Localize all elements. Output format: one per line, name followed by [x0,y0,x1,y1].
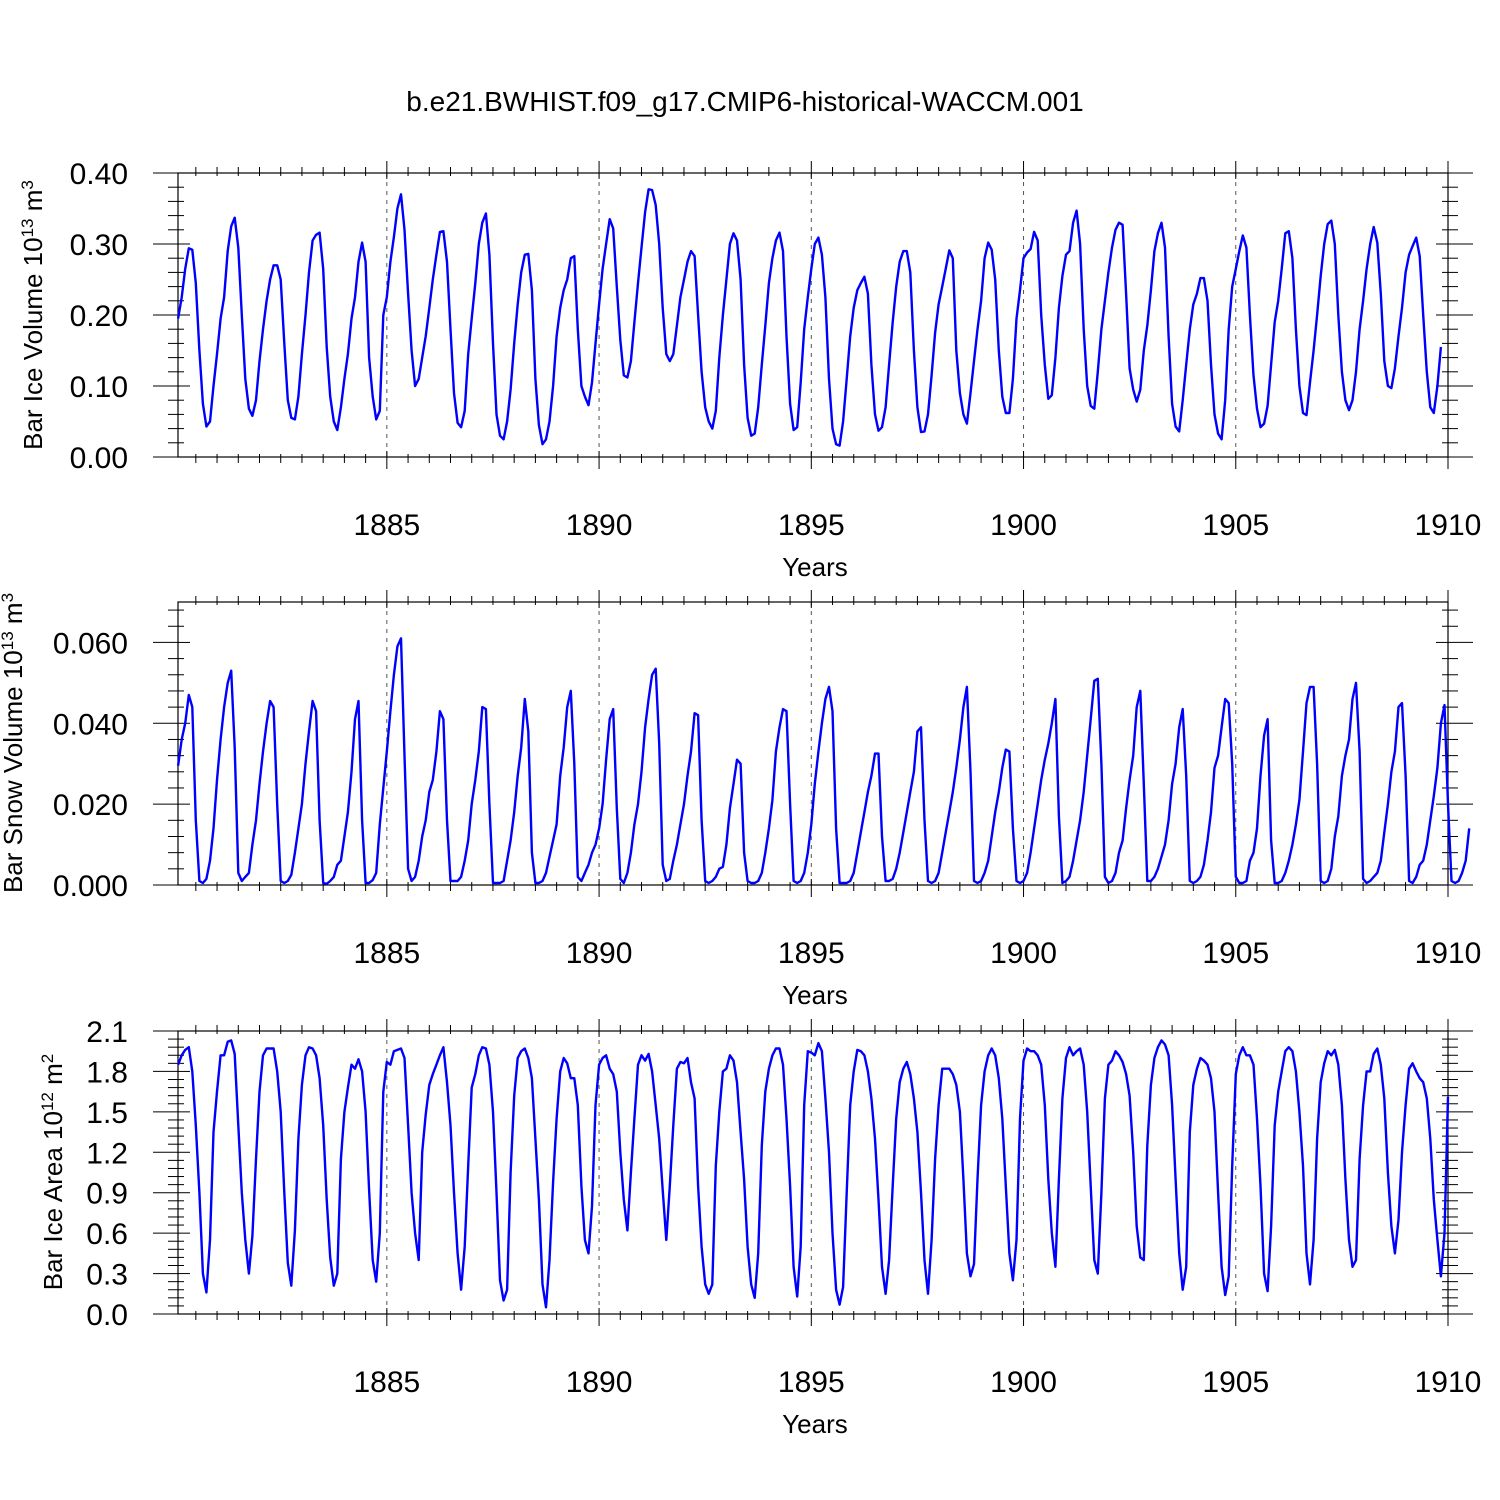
y-tick-label: 2.1 [86,1016,128,1049]
x-tick-label: 1895 [778,509,845,542]
x-tick-label: 1910 [1415,937,1482,970]
y-axis-label-text: m [38,1063,68,1092]
y-axis-label: Bar Ice Volume 1013 m3 [18,180,48,450]
series-line [176,637,1471,885]
y-tick-label: 0.9 [86,1178,128,1211]
y-tick-label: 0.0 [86,1299,128,1332]
y-axis-label: Bar Ice Area 1012 m2 [38,1054,68,1291]
y-tick-label: 1.2 [86,1137,128,1170]
y-axis-label-text: m [0,602,28,631]
x-tick-label: 1890 [566,509,633,542]
y-tick-label: 0.40 [70,158,128,191]
y-tick-label: 1.5 [86,1097,128,1130]
y-tick-label: 0.30 [70,229,128,262]
y-axis-label-text: m [18,190,48,219]
y-tick-label: 0.6 [86,1218,128,1251]
x-tick-label: 1900 [990,1366,1057,1399]
x-tick-label: 1895 [778,937,845,970]
y-axis-label-text: Bar Ice Volume 10 [18,237,48,449]
y-axis-label-superscript: 3 [0,593,17,602]
series-line [176,1039,1450,1309]
x-tick-label: 1895 [778,1366,845,1399]
x-tick-label: 1910 [1415,1366,1482,1399]
y-tick-label: 0.020 [53,789,128,822]
x-tick-label: 1910 [1415,509,1482,542]
y-axis-label: Bar Snow Volume 1013 m3 [0,593,28,893]
y-axis-label-superscript: 2 [38,1054,57,1063]
y-tick-label: 0.10 [70,371,128,404]
y-axis-label-superscript: 13 [18,218,37,237]
series-line [176,188,1443,447]
x-tick-label: 1905 [1202,937,1269,970]
x-axis-label: Years [782,1409,848,1439]
y-axis-label-text: Bar Ice Area 10 [38,1111,68,1290]
plot-frame [177,1030,1449,1315]
figure-title: b.e21.BWHIST.f09_g17.CMIP6-historical-WA… [406,86,1083,117]
y-tick-label: 0.20 [70,300,128,333]
x-tick-label: 1900 [990,509,1057,542]
y-axis-label-text: Bar Snow Volume 10 [0,650,28,893]
x-tick-label: 1905 [1202,509,1269,542]
y-tick-label: 0.3 [86,1259,128,1292]
x-axis-label: Years [782,980,848,1010]
y-tick-label: 0.000 [53,870,128,903]
plot-frame [177,601,1449,886]
y-axis-label-superscript: 13 [0,631,17,650]
y-tick-label: 0.060 [53,627,128,660]
y-tick-label: 0.040 [53,708,128,741]
x-tick-label: 1890 [566,937,633,970]
y-axis-label-superscript: 3 [18,180,37,189]
panel-snow-volume: 0.000 0.020 0.040 0.060 1885 1890 1895 1900 1905… [0,590,1481,1010]
x-tick-label: 1885 [353,1366,420,1399]
panel-ice-area: 0.0 0.3 0.6 0.9 1.2 1.5 1.8 2.1 1885 1890 1895 1900… [38,1016,1482,1439]
y-axis-label-superscript: 12 [38,1092,57,1111]
y-tick-label: 1.8 [86,1056,128,1089]
x-tick-label: 1900 [990,937,1057,970]
panel-ice-volume: 0.00 0.10 0.20 0.30 0.40 1885 1890 1895 1900 1905… [18,158,1482,582]
x-tick-label: 1890 [566,1366,633,1399]
x-tick-label: 1905 [1202,1366,1269,1399]
x-axis-label: Years [782,552,848,582]
x-tick-label: 1885 [353,509,420,542]
y-tick-label: 0.00 [70,442,128,475]
x-tick-label: 1885 [353,937,420,970]
